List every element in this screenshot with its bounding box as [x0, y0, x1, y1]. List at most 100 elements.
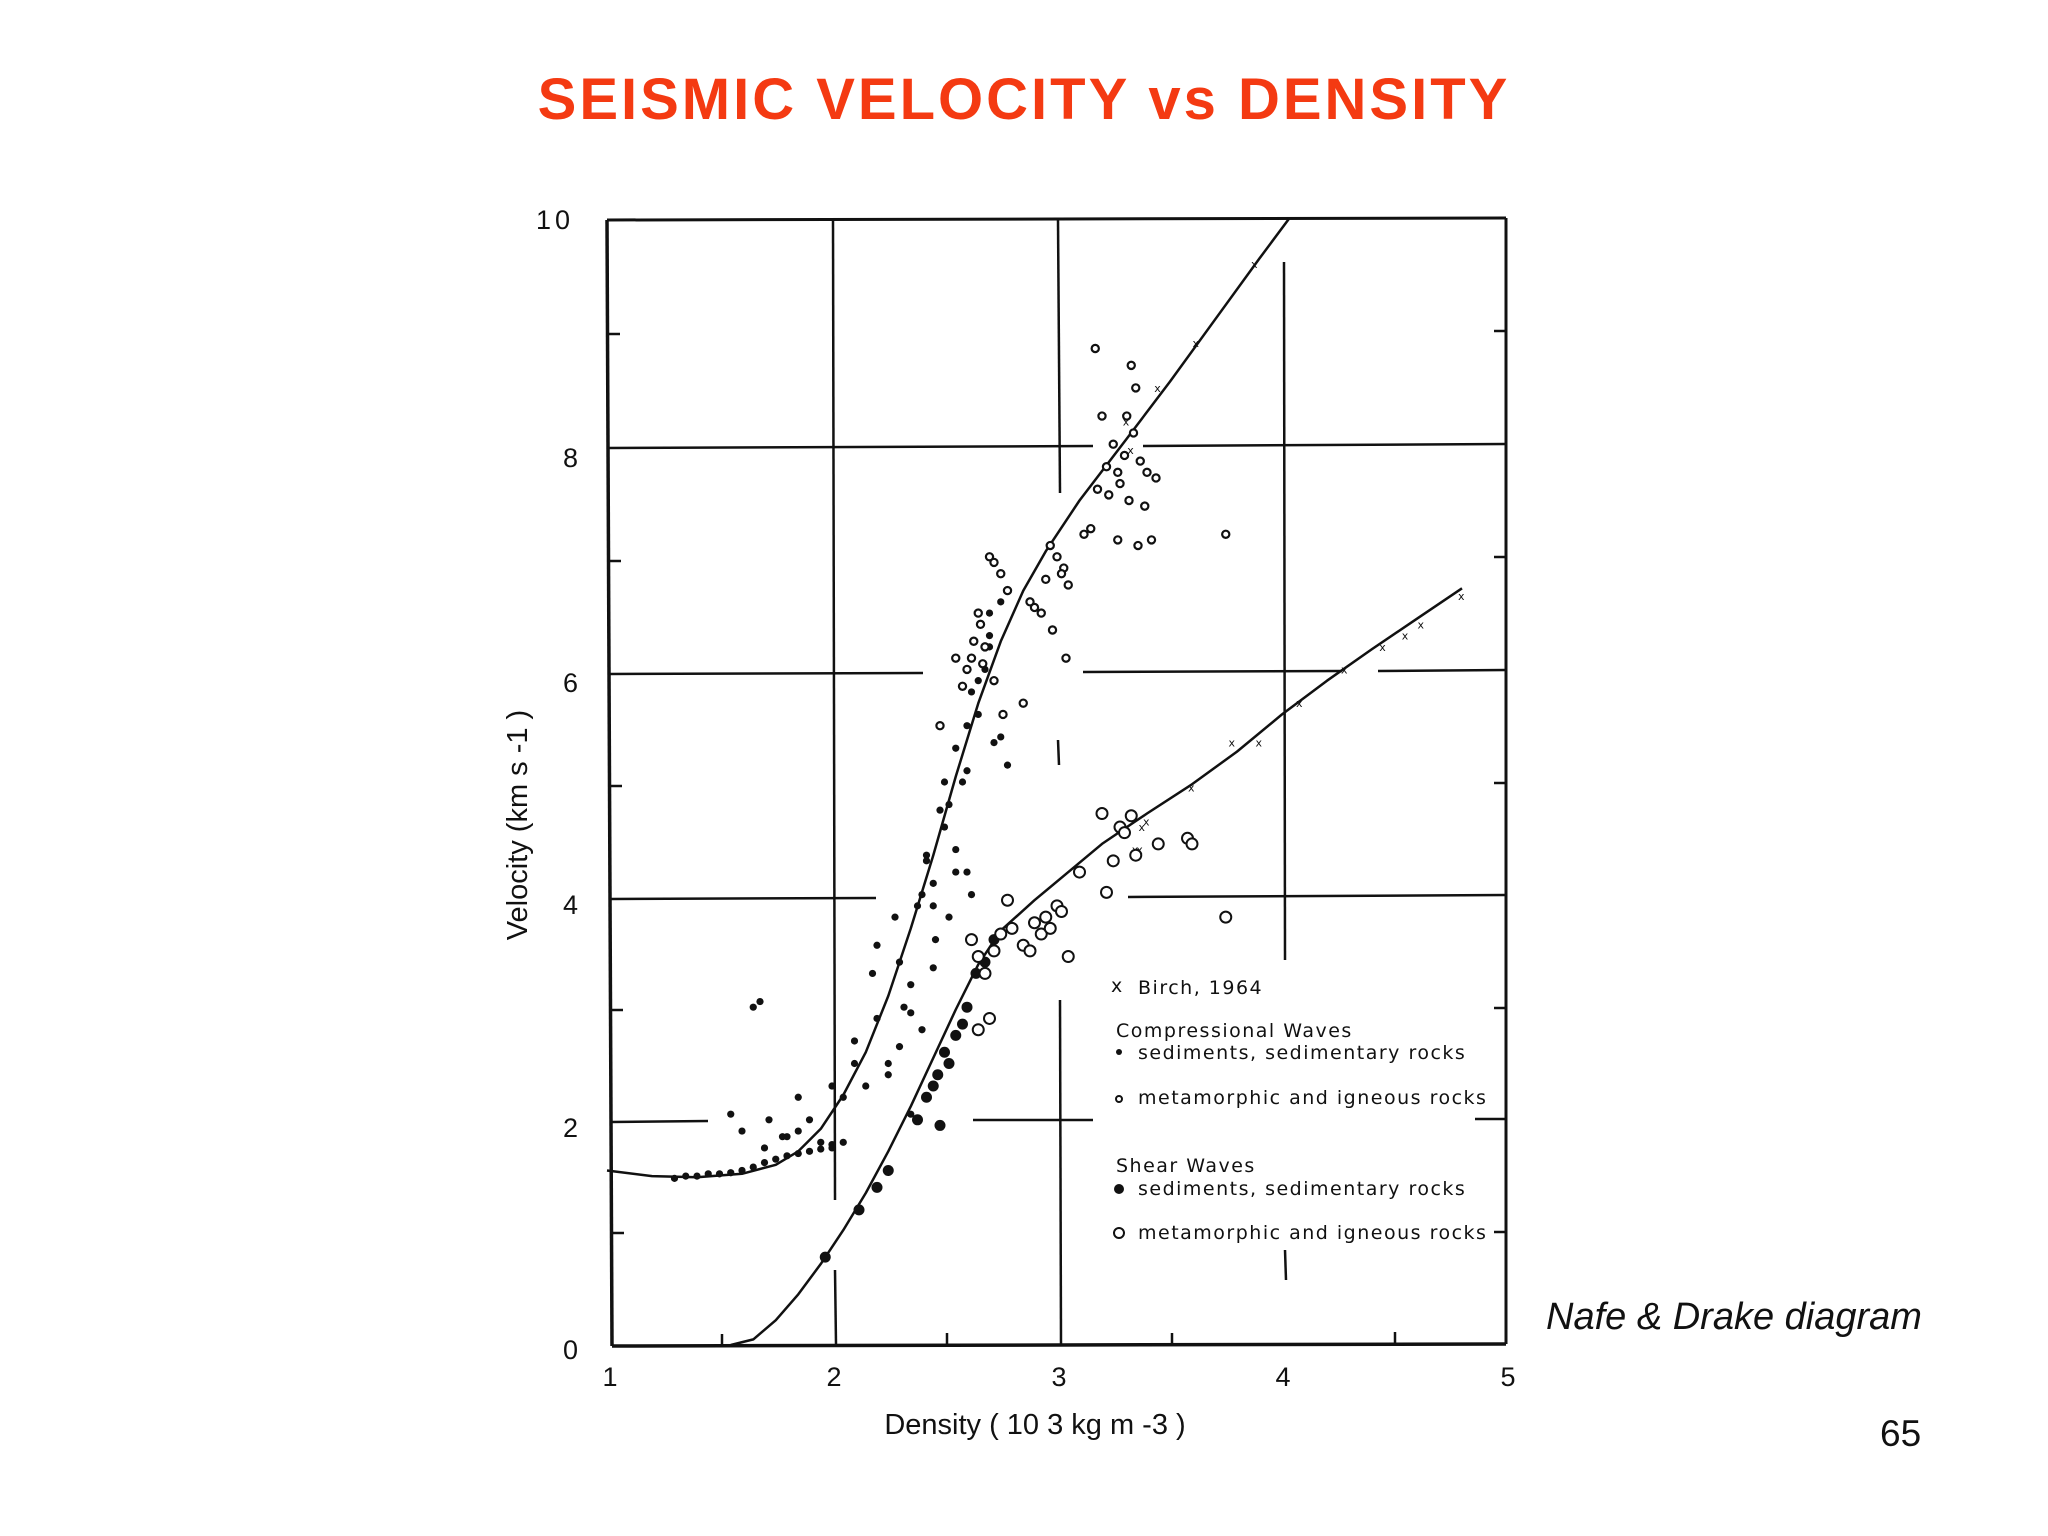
- data-point: [670, 1174, 679, 1182]
- data-point: x: [1193, 337, 1200, 350]
- data-point: [945, 913, 953, 921]
- data-point: [963, 868, 971, 876]
- x-tick-5: 5: [1500, 1362, 1515, 1392]
- data-point: [828, 1140, 836, 1149]
- data-point: x: [1136, 844, 1143, 857]
- data-point: [985, 632, 994, 640]
- data-point: [978, 659, 988, 669]
- data-point: [932, 1069, 944, 1081]
- slide-title: SEISMIC VELOCITY vs DENSITY: [537, 67, 1511, 132]
- legend-birch-marker: x: [1111, 975, 1124, 997]
- data-point: [828, 1082, 836, 1090]
- data-point: [738, 1127, 746, 1135]
- data-point: [1001, 893, 1014, 907]
- data-point: [997, 733, 1005, 741]
- data-point: [967, 891, 976, 899]
- data-point: [794, 1127, 802, 1135]
- data-point: [952, 868, 960, 876]
- data-point: [1122, 411, 1132, 421]
- data-point: [969, 636, 979, 646]
- data-point: [945, 800, 953, 809]
- data-point: [921, 1091, 932, 1103]
- data-point: [934, 1119, 946, 1131]
- data-point: [1052, 552, 1062, 562]
- data-point: [794, 1149, 802, 1158]
- data-point: [962, 664, 972, 675]
- data-point: [900, 1003, 908, 1011]
- data-point: x: [1127, 444, 1134, 457]
- data-point: [760, 1144, 769, 1152]
- data-point: [1119, 450, 1130, 461]
- legend-compressional-heading: Compressional Waves: [1116, 1020, 1353, 1042]
- data-point: [957, 681, 968, 691]
- data-point: [1108, 439, 1118, 449]
- data-point: [749, 1163, 757, 1171]
- data-point: x: [1139, 821, 1146, 834]
- data-point: [1056, 568, 1067, 579]
- data-point: [1025, 597, 1035, 607]
- data-point: [1124, 809, 1138, 823]
- data-point: [839, 1093, 847, 1101]
- data-point: [1128, 428, 1139, 438]
- data-point: [1073, 865, 1086, 879]
- data-point: x: [1418, 618, 1425, 631]
- y-tick-0: 0: [563, 1335, 578, 1365]
- data-point: x: [1251, 258, 1258, 271]
- data-point: [1034, 927, 1048, 941]
- data-point: [868, 969, 877, 978]
- data-point: [966, 653, 977, 663]
- data-point: [940, 778, 949, 786]
- data-point: [990, 738, 998, 747]
- data-point: [778, 1133, 787, 1141]
- data-point: [922, 857, 931, 865]
- data-point: [850, 1037, 859, 1045]
- legend-large-open-circle-icon: [1113, 1227, 1125, 1239]
- data-point: [975, 619, 986, 630]
- legend-shear-heading: Shear Waves: [1116, 1155, 1256, 1177]
- data-point: [989, 557, 999, 568]
- legend: x Birch, 1964 Compressional Waves sedime…: [1111, 975, 1486, 1244]
- data-point: [884, 1059, 892, 1068]
- figure-caption: Nafe & Drake diagram: [1546, 1296, 1922, 1338]
- data-point: [783, 1152, 791, 1160]
- data-point: [952, 744, 960, 752]
- data-point: [951, 653, 961, 663]
- data-point: [943, 1058, 955, 1069]
- data-point: [983, 1011, 996, 1025]
- data-point: [853, 1204, 865, 1216]
- data-point: [805, 1116, 814, 1124]
- data-point: [1061, 653, 1071, 663]
- data-point: [985, 609, 994, 617]
- x-tick-3: 3: [1051, 1362, 1066, 1392]
- data-point: [1092, 484, 1103, 494]
- x-axis-tick-labels: 1 2 3 4 5: [602, 1362, 1515, 1392]
- data-point: x: [1229, 737, 1236, 750]
- data-point: [727, 1169, 735, 1177]
- data-point: [974, 710, 982, 719]
- data-point: [682, 1172, 690, 1180]
- data-point: [1061, 950, 1075, 964]
- data-point: [989, 675, 999, 686]
- data-point: [973, 608, 983, 618]
- data-point: [1133, 540, 1143, 551]
- data-point: [1151, 473, 1161, 483]
- data-point: x: [1458, 590, 1465, 603]
- data-point: [950, 1029, 962, 1041]
- data-point: [918, 1026, 926, 1034]
- data-point: [970, 967, 982, 979]
- data-point: [1097, 411, 1107, 421]
- data-point: [873, 941, 881, 949]
- data-point: [987, 944, 1001, 958]
- data-point: [1221, 529, 1231, 539]
- data-point: [929, 902, 937, 910]
- data-point: [997, 598, 1005, 606]
- data-point: [1146, 535, 1157, 545]
- data-point: [931, 936, 940, 944]
- data-point: [1005, 921, 1019, 935]
- data-point: [957, 1018, 968, 1030]
- data-point: [963, 722, 971, 730]
- data-point: [918, 891, 926, 899]
- data-point: [727, 1110, 735, 1118]
- y-tick-10: 10: [536, 205, 574, 235]
- data-point: [940, 823, 949, 831]
